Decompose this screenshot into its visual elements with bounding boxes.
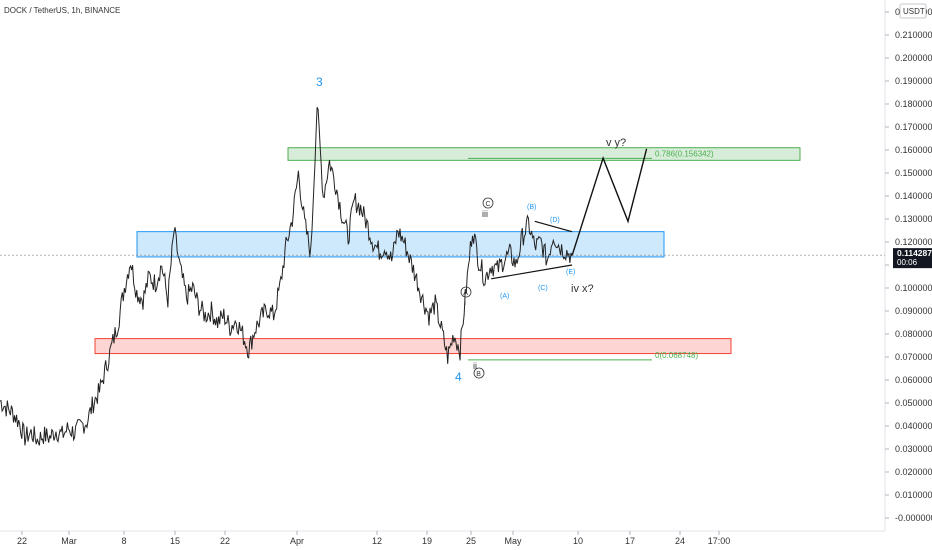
price-tick-label: 0.050000 — [895, 398, 932, 408]
price-tick-label: 0.160000 — [895, 145, 932, 155]
price-tick-label: 0.040000 — [895, 421, 932, 431]
time-tick-label: 24 — [675, 536, 685, 546]
fib-top-label: 0.786(0.156342) — [655, 149, 714, 158]
time-tick-label: 17 — [625, 536, 635, 546]
projection-path — [571, 148, 648, 257]
time-tick-label: 22 — [220, 536, 230, 546]
resistance-zone — [287, 147, 801, 161]
price-tick-label: 0.090000 — [895, 306, 932, 316]
wave-circle-b: B — [473, 367, 485, 379]
last-price-value: 0.114287 — [897, 248, 932, 258]
price-tick-label: 0.190000 — [895, 76, 932, 86]
price-tick-label: 0.200000 — [895, 53, 932, 63]
price-tick-label: 0.180000 — [895, 99, 932, 109]
time-tick-label: 22 — [17, 536, 27, 546]
wave-c-letter: C — [486, 201, 491, 208]
last-price-badge: 0.114287 00:06 — [893, 248, 932, 269]
time-tick-label: 10 — [573, 536, 583, 546]
currency-badge[interactable]: USDT — [899, 3, 927, 19]
time-tick-label: 15 — [170, 536, 180, 546]
time-tick-label: Apr — [290, 536, 304, 546]
price-tick-label: 0.100000 — [895, 283, 932, 293]
wave-iv-x-label: iv x? — [571, 283, 594, 295]
time-axis[interactable]: 22 Mar 8 15 22 Apr 12 19 25 May 10 17 24 17:00 — [17, 531, 730, 546]
triangle-b-label: (B) — [527, 204, 536, 211]
time-tick-label: 8 — [121, 536, 126, 546]
price-tick-label: -0.000000 — [895, 513, 932, 523]
fib-bottom-label: 0(0.068748) — [655, 351, 698, 360]
triangle-c-label: (C) — [538, 285, 548, 292]
wave-circle-a: A — [460, 286, 472, 298]
time-tick-label: Mar — [61, 536, 77, 546]
wave-annotations — [491, 148, 648, 280]
support-zone — [94, 338, 732, 355]
triangle-e-label: (E) — [566, 269, 575, 276]
wave-b-letter: B — [476, 371, 481, 378]
currency-label: USDT — [903, 7, 925, 16]
wave-ii-label: ii — [473, 361, 477, 371]
wave-a-letter: A — [463, 290, 468, 297]
price-tick-label: 0.130000 — [895, 214, 932, 224]
wave-v-y-label: v y? — [606, 137, 626, 149]
triangle-a-label: (A) — [500, 293, 509, 300]
price-tick-label: 0.210000 — [895, 30, 932, 40]
price-tick-label: 0.020000 — [895, 467, 932, 477]
triangle-lower-line — [491, 264, 573, 280]
price-tick-label: 0.080000 — [895, 329, 932, 339]
price-tick-label: 0.010000 — [895, 490, 932, 500]
price-axis[interactable]: 0.2200000.2100000.2000000.1900000.180000… — [885, 7, 932, 523]
countdown-value: 00:06 — [897, 258, 918, 267]
wave-4-label: 4 — [455, 370, 462, 384]
time-tick-label: 12 — [372, 536, 382, 546]
time-tick-label: 19 — [422, 536, 432, 546]
price-tick-label: 0.070000 — [895, 352, 932, 362]
price-tick-label: 0.030000 — [895, 444, 932, 454]
triangle-d-label: (D) — [550, 217, 560, 224]
time-tick-label: 17:00 — [708, 536, 731, 546]
wave-i-label: i — [464, 297, 466, 307]
wave-3-label: 3 — [316, 75, 323, 89]
chart-title: DOCK / TetherUS, 1h, BINANCE — [4, 6, 120, 15]
price-tick-label: 0.060000 — [895, 375, 932, 385]
price-tick-label: 0.140000 — [895, 191, 932, 201]
wave-circle-c: C — [482, 197, 494, 209]
time-tick-label: May — [504, 536, 522, 546]
triangle-upper-line — [534, 220, 573, 233]
time-tick-label: 25 — [466, 536, 476, 546]
price-tick-label: 0.170000 — [895, 122, 932, 132]
fib-levels: 0.786(0.156342) 0(0.068748) — [468, 149, 714, 361]
price-series — [0, 107, 573, 446]
wave-iii-label: iii — [482, 209, 488, 219]
price-tick-label: 0.150000 — [895, 168, 932, 178]
price-line — [0, 107, 573, 446]
price-tick-label: 0.120000 — [895, 237, 932, 247]
